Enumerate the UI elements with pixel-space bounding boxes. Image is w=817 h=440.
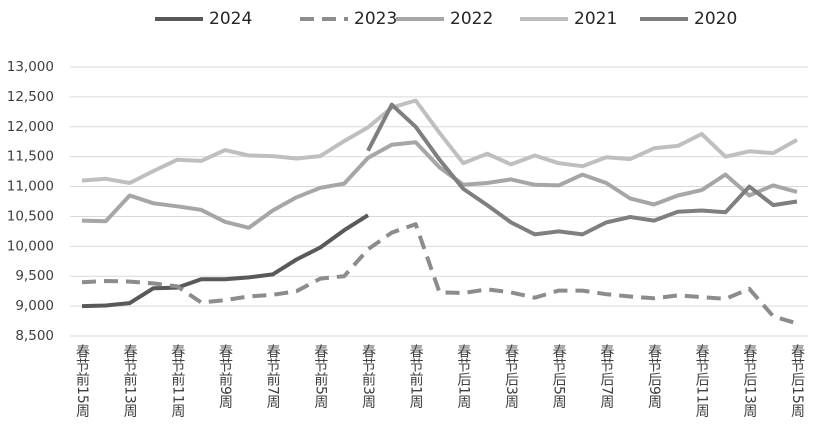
x-tick-label: 春节前5周 [312,344,328,410]
x-tick-label: 春节后7周 [598,344,614,410]
x-tick-label: 春节前1周 [408,344,424,410]
y-tick-label: 11,500 [7,149,54,165]
series-line [81,140,798,230]
y-tick-label: 10,500 [7,208,54,224]
series-line [81,213,370,309]
series-line [81,222,798,326]
legend-label: 2024 [209,9,252,29]
x-tick-label: 春节前7周 [265,344,281,410]
x-tick-label: 春节前3周 [360,344,376,410]
x-tick-label: 春节后11周 [694,344,710,419]
y-tick-label: 11,000 [7,179,54,195]
legend-label: 2023 [354,9,397,29]
y-tick-label: 10,000 [7,238,54,254]
y-tick-label: 12,000 [7,119,54,135]
x-tick-label: 春节后15周 [789,344,805,419]
legend-label: 2020 [694,9,737,29]
x-tick-label: 春节前13周 [122,344,138,419]
x-tick-label: 春节后9周 [646,344,662,410]
legend-label: 2021 [574,9,617,29]
y-tick-label: 9,000 [15,298,54,314]
series-line [81,98,798,185]
x-tick-label: 春节前15周 [74,344,90,419]
legend-label: 2022 [450,9,493,29]
series-line [366,102,798,237]
x-tick-label: 春节后1周 [455,344,471,410]
x-tick-label: 春节后3周 [503,344,519,410]
y-tick-label: 13,000 [7,59,54,75]
x-tick-label: 春节前11周 [169,344,185,419]
legend-item: 2021 [520,9,617,29]
legend-item: 2023 [300,9,397,29]
legend-item: 2024 [155,9,252,29]
x-tick-label: 春节前9周 [217,344,233,410]
x-tick-label: 春节后5周 [551,344,567,410]
y-tick-label: 12,500 [7,89,54,105]
x-tick-label: 春节后13周 [741,344,757,419]
y-tick-label: 9,500 [15,268,54,284]
y-tick-label: 8,500 [15,328,54,344]
legend-item: 2022 [396,9,493,29]
legend-item: 2020 [640,9,737,29]
